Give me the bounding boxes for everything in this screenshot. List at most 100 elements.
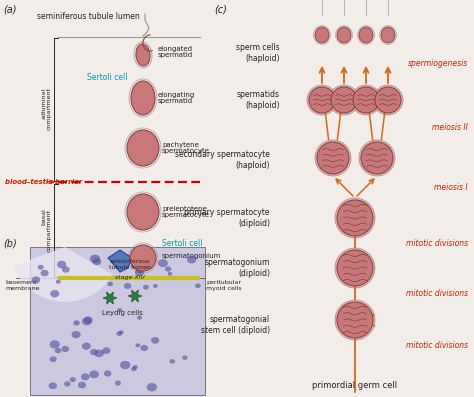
Ellipse shape [73, 320, 80, 325]
Ellipse shape [137, 268, 144, 273]
Ellipse shape [50, 290, 59, 297]
Ellipse shape [95, 350, 104, 357]
Ellipse shape [137, 316, 142, 320]
Text: (c): (c) [214, 4, 227, 14]
Ellipse shape [170, 359, 175, 363]
Ellipse shape [136, 343, 140, 347]
Ellipse shape [90, 349, 98, 355]
Text: Sertoli cell: Sertoli cell [162, 239, 202, 249]
Ellipse shape [49, 383, 57, 389]
Ellipse shape [108, 282, 113, 286]
Text: pachytene
spermatocyte: pachytene spermatocyte [162, 141, 210, 154]
Ellipse shape [127, 194, 159, 230]
Ellipse shape [135, 269, 144, 276]
Ellipse shape [50, 341, 60, 348]
Text: meiosis II: meiosis II [432, 123, 468, 133]
Ellipse shape [133, 365, 137, 369]
Text: spermatids
(haploid): spermatids (haploid) [237, 90, 280, 110]
Ellipse shape [64, 382, 70, 386]
Ellipse shape [168, 272, 172, 276]
Ellipse shape [165, 267, 171, 272]
Ellipse shape [351, 85, 381, 115]
Ellipse shape [195, 284, 201, 288]
Ellipse shape [131, 264, 136, 267]
Ellipse shape [57, 261, 66, 268]
Ellipse shape [375, 87, 401, 113]
Ellipse shape [81, 374, 89, 380]
Ellipse shape [90, 255, 100, 263]
Ellipse shape [38, 265, 44, 270]
Ellipse shape [147, 383, 157, 391]
Ellipse shape [309, 87, 335, 113]
Ellipse shape [151, 337, 159, 343]
Text: elongating
spermatid: elongating spermatid [158, 91, 195, 104]
Ellipse shape [315, 140, 351, 176]
Ellipse shape [104, 371, 111, 376]
Text: meiosis I: meiosis I [434, 183, 468, 193]
Ellipse shape [315, 27, 329, 43]
Ellipse shape [335, 248, 375, 288]
Ellipse shape [50, 357, 56, 362]
Ellipse shape [119, 331, 123, 334]
Ellipse shape [131, 367, 136, 371]
Text: sperm cells
(haploid): sperm cells (haploid) [237, 43, 280, 63]
Ellipse shape [331, 87, 357, 113]
Ellipse shape [187, 256, 196, 263]
Text: seminiferous
tubule lumen: seminiferous tubule lumen [109, 259, 151, 270]
FancyBboxPatch shape [30, 247, 205, 395]
Ellipse shape [361, 142, 393, 174]
Ellipse shape [337, 27, 351, 43]
Text: mitotic divisions: mitotic divisions [406, 239, 468, 249]
Text: primordial germ cell: primordial germ cell [312, 380, 398, 389]
Ellipse shape [72, 331, 81, 338]
Ellipse shape [359, 27, 373, 43]
Ellipse shape [337, 200, 373, 236]
Ellipse shape [90, 371, 99, 378]
Wedge shape [13, 247, 113, 302]
Ellipse shape [143, 285, 149, 289]
Ellipse shape [120, 361, 130, 369]
Text: mitotic divisions: mitotic divisions [406, 289, 468, 299]
Text: spermatogonium
(diploid): spermatogonium (diploid) [205, 258, 270, 278]
Text: seminiferous tubule lumen: seminiferous tubule lumen [36, 12, 139, 21]
Ellipse shape [84, 317, 92, 323]
Ellipse shape [337, 302, 373, 338]
Polygon shape [128, 290, 142, 302]
Ellipse shape [70, 377, 76, 382]
Ellipse shape [82, 343, 91, 349]
Ellipse shape [329, 85, 359, 115]
Ellipse shape [56, 280, 61, 283]
Ellipse shape [62, 267, 69, 272]
Polygon shape [108, 250, 132, 272]
Ellipse shape [335, 300, 375, 340]
Ellipse shape [130, 245, 156, 271]
Ellipse shape [78, 382, 86, 388]
Ellipse shape [92, 258, 101, 265]
Ellipse shape [359, 140, 395, 176]
Ellipse shape [127, 130, 159, 166]
Ellipse shape [62, 346, 69, 352]
Ellipse shape [118, 308, 122, 312]
Ellipse shape [373, 85, 403, 115]
Ellipse shape [337, 250, 373, 286]
Text: preleptotene
spermatocyte: preleptotene spermatocyte [162, 206, 210, 218]
Polygon shape [103, 292, 117, 304]
Ellipse shape [41, 270, 48, 276]
Text: primary spermatocyte
(diploid): primary spermatocyte (diploid) [184, 208, 270, 228]
Ellipse shape [117, 331, 122, 336]
Ellipse shape [158, 259, 168, 267]
Text: spermatogonial
stem cell (diploid): spermatogonial stem cell (diploid) [201, 315, 270, 335]
Text: secondary spermatocyte
(haploid): secondary spermatocyte (haploid) [175, 150, 270, 170]
Text: adluminal
compartment: adluminal compartment [41, 87, 52, 131]
Text: (b): (b) [3, 238, 17, 248]
Ellipse shape [335, 198, 375, 238]
Ellipse shape [124, 283, 131, 289]
Ellipse shape [153, 284, 157, 288]
Text: Sertoli cell: Sertoli cell [87, 73, 128, 83]
Text: basal
compartment: basal compartment [41, 208, 52, 252]
Text: stage XIV: stage XIV [115, 275, 145, 280]
Ellipse shape [115, 381, 121, 385]
Text: spermiogenesis: spermiogenesis [408, 58, 468, 67]
Text: peritubular
myoid cells: peritubular myoid cells [206, 280, 242, 291]
Text: nucleus: nucleus [108, 258, 132, 264]
